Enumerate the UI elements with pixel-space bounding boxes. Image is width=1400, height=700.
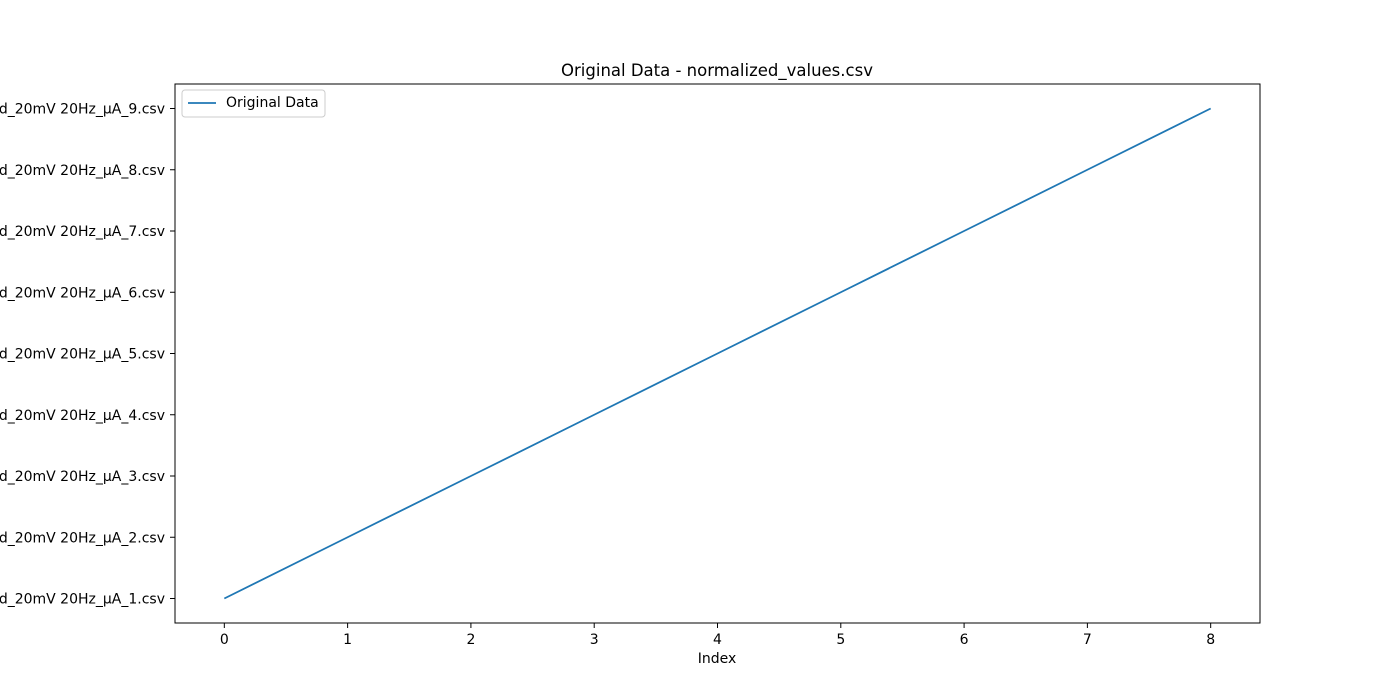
x-tick-label: 3 [590,632,599,648]
series-layer [223,107,1212,600]
x-axis: 0 1 2 3 4 5 6 7 8 [220,623,1215,648]
x-tick-label: 4 [713,632,722,648]
y-tick-label: d_20mV 20Hz_µA_5.csv [0,347,165,363]
x-axis-label: Index [698,651,737,667]
y-tick-label: d_20mV 20Hz_µA_6.csv [0,285,165,301]
y-tick-label: d_20mV 20Hz_µA_8.csv [0,163,165,179]
x-tick-label: 5 [836,632,845,648]
x-tick-label: 8 [1206,632,1215,648]
x-tick-label: 0 [220,632,229,648]
x-tick-label: 7 [1083,632,1092,648]
chart-title: Original Data - normalized_values.csv [561,61,873,81]
legend-box [181,89,326,118]
series-line-original-data [223,107,1212,600]
x-tick-label: 6 [960,632,969,648]
y-axis: d_20mV 20Hz_µA_1.csv d_20mV 20Hz_µA_2.csv… [0,102,175,608]
y-tick-label: d_20mV 20Hz_µA_4.csv [0,408,165,424]
x-tick-label: 1 [343,632,352,648]
y-tick-label: d_20mV 20Hz_µA_9.csv [0,102,165,118]
x-tick-label: 2 [466,632,475,648]
y-tick-label: d_20mV 20Hz_µA_2.csv [0,530,165,546]
y-tick-label: d_20mV 20Hz_µA_7.csv [0,224,165,240]
y-tick-label: d_20mV 20Hz_µA_3.csv [0,469,165,485]
legend: Original Data [181,89,326,118]
legend-label-original-data: Original Data [226,95,319,111]
y-tick-label: d_20mV 20Hz_µA_1.csv [0,592,165,608]
